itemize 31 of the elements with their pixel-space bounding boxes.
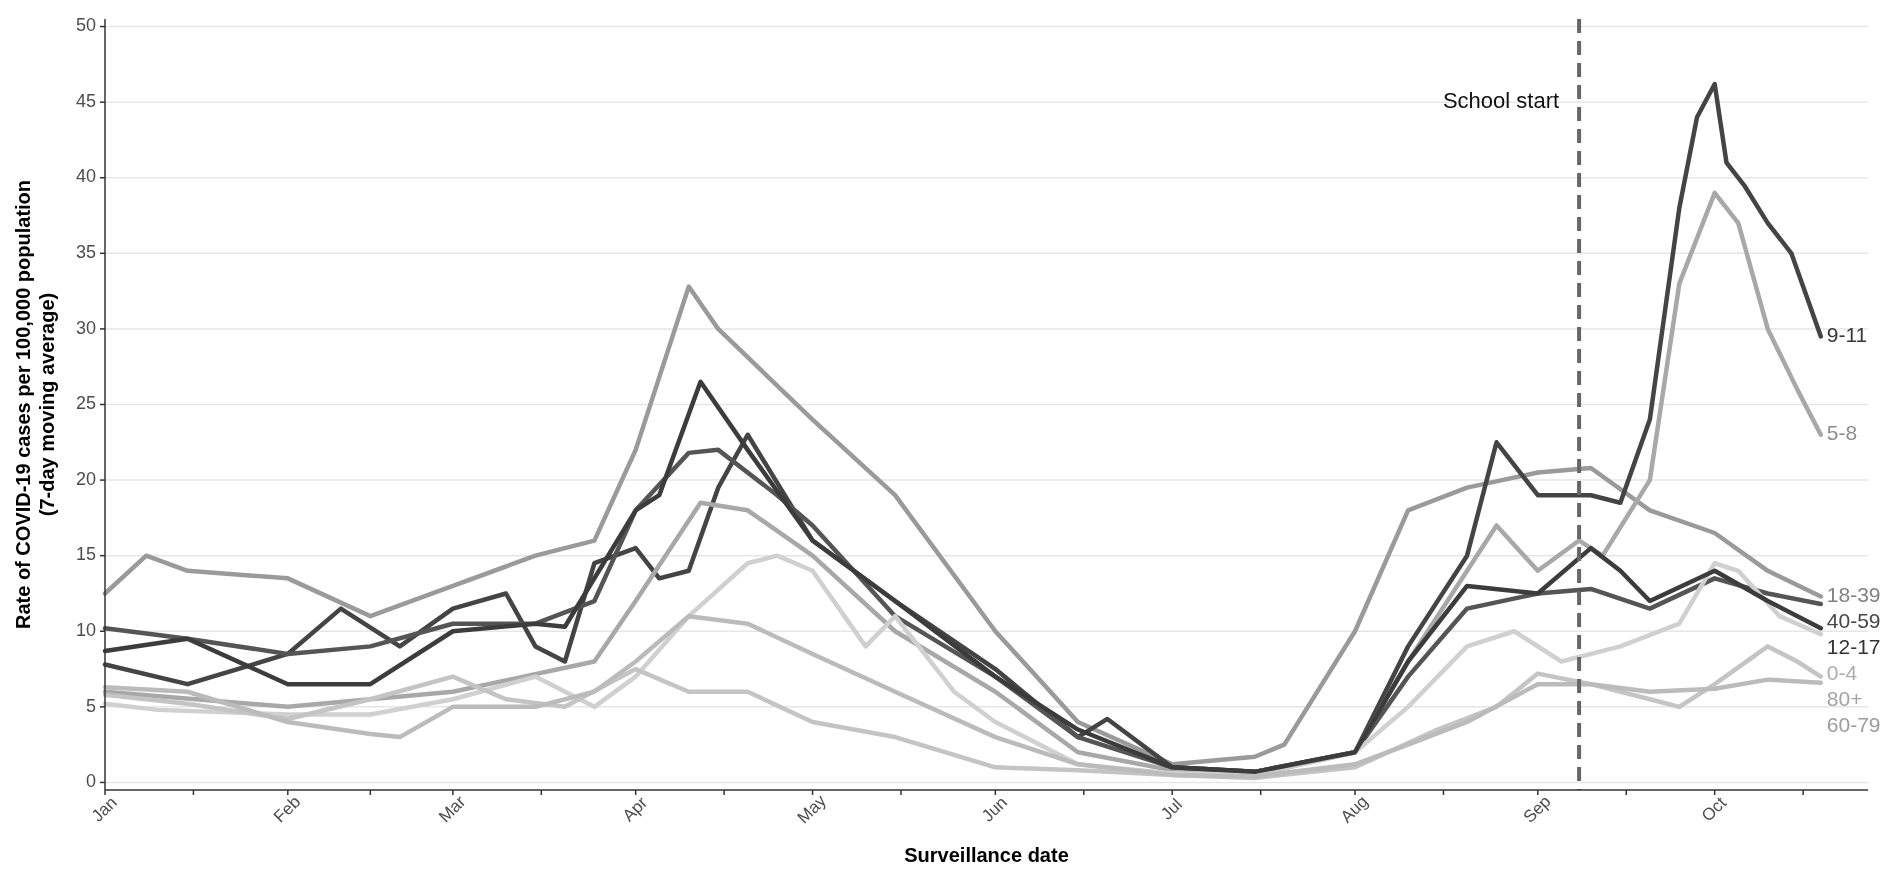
x-tick-label: Jun: [978, 792, 1012, 826]
y-axis-title: Rate of COVID-19 cases per 100,000 population (7-day moving average): [12, 179, 58, 630]
series-label: 0-4: [1826, 661, 1858, 685]
x-axis-title: Surveillance date: [904, 844, 1069, 866]
series-label: 80+: [1826, 687, 1863, 711]
series-label: 18-39: [1826, 583, 1881, 607]
y-tick-label: 50: [75, 15, 96, 36]
y-tick-label: 20: [75, 468, 96, 489]
x-tick-label: Apr: [618, 792, 652, 826]
ref-line-label: School start: [1442, 87, 1560, 113]
x-tick-label: Jan: [87, 792, 121, 826]
y-tick-label: 40: [75, 166, 96, 187]
x-tick-label: Sep: [1519, 791, 1555, 827]
series-label: 12-17: [1826, 635, 1881, 659]
series-label: 40-59: [1826, 609, 1881, 633]
x-tick-label: Jul: [1157, 794, 1186, 824]
x-tick-label: Feb: [269, 792, 305, 827]
y-tick-label: 10: [75, 620, 96, 641]
series-label: 60-79: [1826, 713, 1881, 737]
x-tick-label: Oct: [1697, 793, 1731, 826]
y-tick-label: 35: [75, 242, 96, 263]
series-label: 5-8: [1826, 421, 1858, 445]
x-tick-label: Mar: [435, 791, 470, 827]
series-label: 9-11: [1826, 323, 1868, 347]
y-tick-label: 30: [75, 317, 96, 338]
y-tick-label: 25: [75, 393, 96, 414]
y-tick-label: 5: [85, 695, 96, 716]
x-tick-label: Aug: [1336, 791, 1372, 827]
y-tick-label: 15: [75, 544, 96, 565]
y-tick-label: 0: [85, 771, 96, 792]
y-tick-label: 45: [75, 90, 96, 111]
